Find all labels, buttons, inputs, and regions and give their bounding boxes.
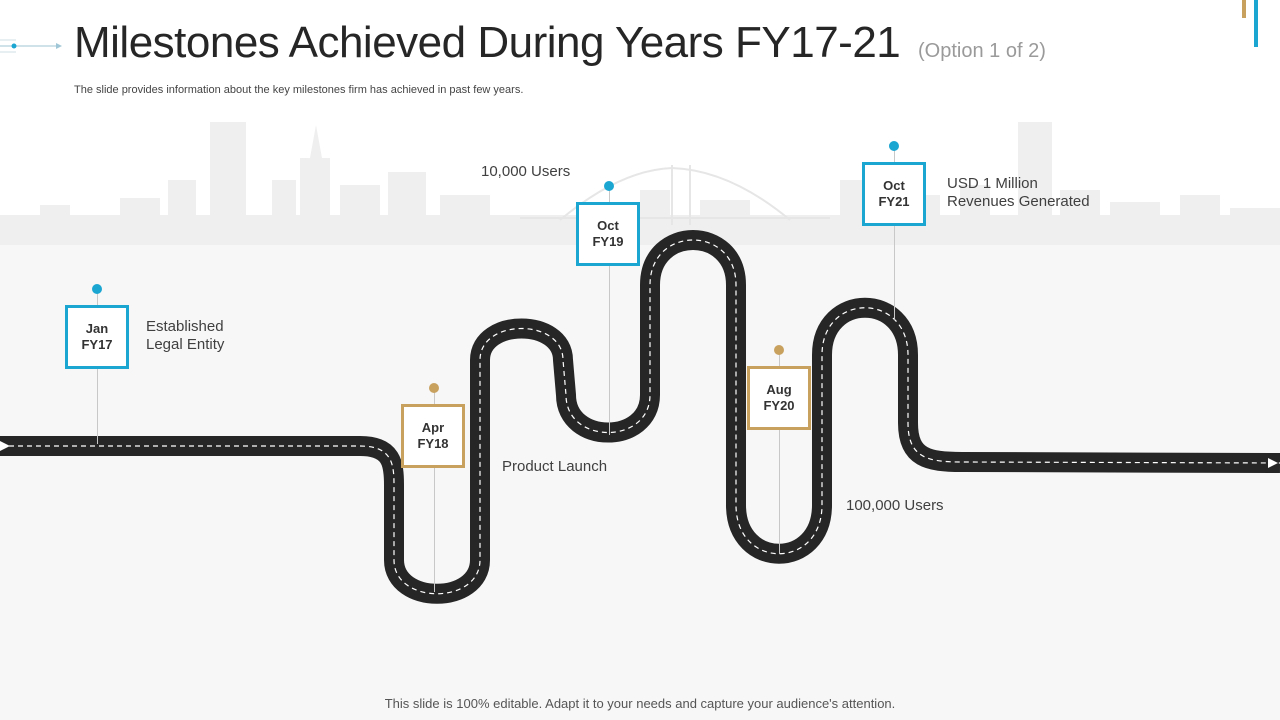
milestone-stem <box>434 392 435 592</box>
road-end-arrow <box>1268 458 1278 468</box>
milestone-date-box: Oct FY19 <box>576 202 640 266</box>
milestone-text-line: USD 1 Million <box>947 175 1038 192</box>
road-centerline <box>0 239 1280 595</box>
milestone-stem <box>779 354 780 554</box>
milestone-text-line: Product Launch <box>502 458 608 475</box>
milestone-date-box: Aug FY20 <box>747 366 811 430</box>
title-arrow-decoration <box>0 39 62 53</box>
milestone-year: FY20 <box>763 398 795 413</box>
milestone-date-box: Jan FY17 <box>65 305 129 369</box>
milestone-month: Oct <box>883 178 905 193</box>
milestone-pin-dot <box>92 284 102 294</box>
title-option-label: (Option 1 of 2) <box>918 40 1046 62</box>
corner-accent-gold <box>1242 0 1246 18</box>
milestone-month: Oct <box>597 218 619 233</box>
milestone-month: Apr <box>421 420 445 435</box>
milestone-text-line: 10,000 Users <box>481 163 571 180</box>
milestone-pin-dot <box>429 383 439 393</box>
milestone-pin-dot <box>889 141 899 151</box>
milestone-month: Jan <box>85 321 109 336</box>
milestone-stem <box>894 150 895 320</box>
milestone-text-line: Established <box>146 318 224 335</box>
milestone-description: Established Legal Entity <box>146 318 224 354</box>
page-title: Milestones Achieved During Years FY17-21… <box>74 18 1046 68</box>
milestone-description: USD 1 Million Revenues Generated <box>947 175 1090 211</box>
milestone-date-box: Oct FY21 <box>862 162 926 226</box>
title-text: Milestones Achieved During Years FY17-21 <box>74 18 901 67</box>
page-subtitle: The slide provides information about the… <box>74 84 524 96</box>
milestone-pin-dot <box>774 345 784 355</box>
milestone-text-line: Legal Entity <box>146 336 225 353</box>
milestone-description: 10,000 Users <box>481 163 570 181</box>
milestone-year: FY21 <box>878 194 910 209</box>
corner-accent-blue <box>1254 0 1258 47</box>
milestone-text-line: Revenues Generated <box>947 193 1090 210</box>
milestone-month: Aug <box>766 382 792 397</box>
milestone-description: 100,000 Users <box>846 497 944 515</box>
milestone-description: Product Launch <box>502 458 607 476</box>
road-start-arrow <box>0 441 10 451</box>
road-surface <box>0 230 1280 604</box>
milestone-year: FY19 <box>592 234 624 249</box>
milestone-pin-dot <box>604 181 614 191</box>
milestone-year: FY17 <box>81 337 113 352</box>
milestone-text-line: 100,000 Users <box>846 497 944 514</box>
milestone-year: FY18 <box>417 436 449 451</box>
milestone-stem <box>609 190 610 435</box>
footer-note: This slide is 100% editable. Adapt it to… <box>384 696 896 711</box>
milestone-date-box: Apr FY18 <box>401 404 465 468</box>
